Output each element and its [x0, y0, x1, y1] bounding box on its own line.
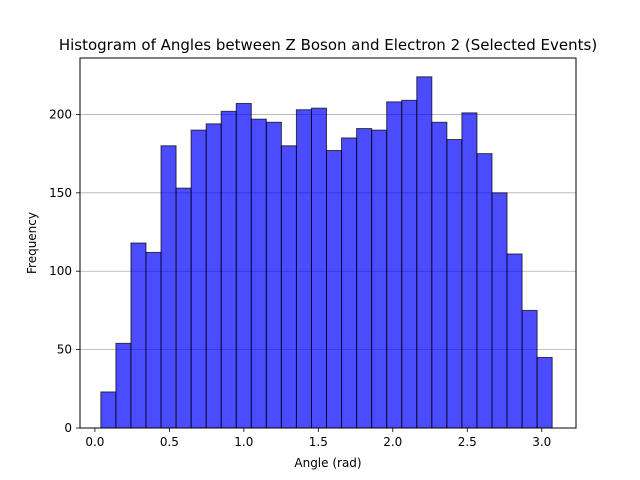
histogram-bar: [205, 123, 222, 429]
x-tick-label: 2.0: [383, 435, 402, 449]
histogram-bar: [416, 76, 433, 429]
chart-title: Histogram of Angles between Z Boson and …: [59, 36, 597, 54]
x-tick-label: 0.0: [85, 435, 104, 449]
y-tick-label: 200: [49, 107, 72, 121]
histogram-bar: [371, 129, 388, 429]
x-tick-label: 1.0: [234, 435, 253, 449]
histogram-bar: [401, 99, 418, 429]
histogram-bar: [130, 242, 147, 429]
histogram-bar: [341, 137, 358, 429]
histogram-bar: [521, 309, 538, 429]
histogram-bar: [220, 110, 237, 429]
histogram-bar: [536, 356, 553, 429]
histogram-bar: [476, 153, 493, 429]
histogram-bar: [145, 251, 162, 429]
histogram-bar: [326, 150, 343, 429]
x-axis-label: Angle (rad): [294, 456, 361, 470]
x-tick-label: 1.5: [309, 435, 328, 449]
x-tick-label: 0.5: [160, 435, 179, 449]
y-tick-label: 0: [64, 421, 72, 435]
histogram-bar: [446, 139, 463, 429]
x-axis-ticks: 0.0 0.5 1.0 1.5 2.0 2.5 3.0: [85, 428, 551, 449]
x-tick-label: 3.0: [532, 435, 551, 449]
histogram-bar: [386, 101, 403, 429]
histogram-bar: [100, 391, 117, 429]
histogram-bar: [491, 192, 508, 429]
histogram-bar: [265, 121, 282, 429]
histogram-bar: [160, 145, 177, 429]
histogram-bar: [506, 253, 523, 429]
histogram-bar: [250, 118, 267, 429]
histogram-bar: [175, 187, 192, 429]
x-tick-label: 2.5: [458, 435, 477, 449]
histogram-bar: [280, 145, 297, 429]
histogram-bar: [295, 109, 312, 429]
histogram-bar: [235, 102, 252, 429]
y-tick-label: 50: [57, 343, 72, 357]
plot-frame: [79, 57, 577, 429]
y-tick-label: 100: [49, 264, 72, 278]
y-tick-label: 150: [49, 186, 72, 200]
histogram-bar: [461, 112, 478, 429]
histogram-bar: [115, 342, 132, 429]
histogram-bar: [356, 128, 373, 429]
bars: [100, 76, 553, 429]
histogram-bar: [310, 107, 328, 429]
histogram-bar: [431, 121, 448, 429]
histogram-bar: [190, 129, 207, 429]
y-axis-label: Frequency: [25, 212, 39, 274]
y-axis-ticks: 0 50 100 150 200: [49, 107, 80, 435]
